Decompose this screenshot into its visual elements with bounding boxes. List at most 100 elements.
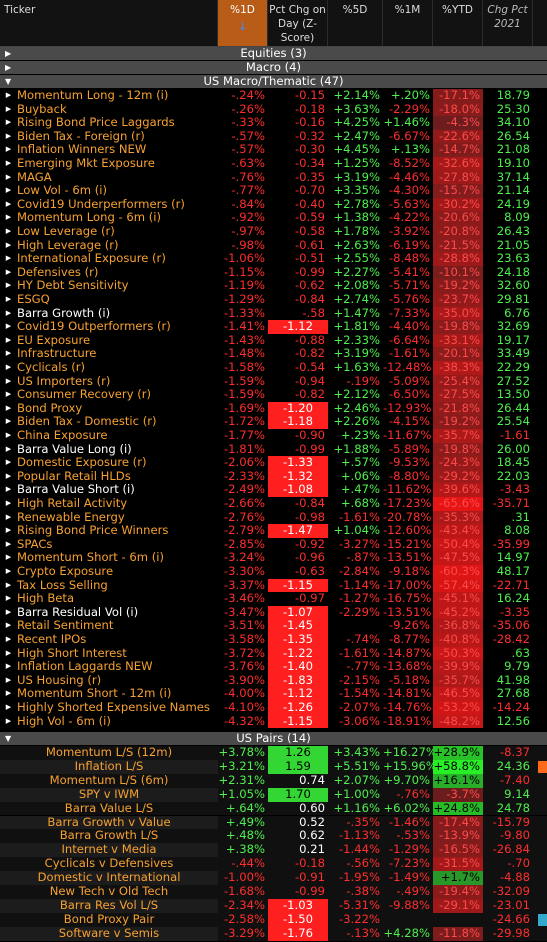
table-row[interactable]: ▶ High Vol - 6m (i) -4.32% -1.15 -3.06% -18.9… [0, 714, 547, 729]
table-row[interactable]: ▶ Momentum Long - 6m (i) -.92% -0.59 +1.38% -… [0, 211, 547, 225]
pair-row[interactable]: Momentum L/S (12m) +3.78% 1.26 +3.43% +16.27… [0, 745, 547, 760]
table-row[interactable]: ▶ EU Exposure -1.43% -0.88 +2.33% -6.64% -33.1… [0, 333, 547, 348]
row-name[interactable]: ▶ High Leverage (r) [0, 239, 218, 253]
row-name[interactable]: ▶ Covid19 Underperformers (r) [0, 198, 218, 212]
expand-row-icon[interactable]: ▶ [5, 417, 12, 426]
row-name[interactable]: Barra Growth v Value [0, 815, 218, 830]
row-name[interactable]: ▶ Low Vol - 6m (i) [0, 184, 218, 198]
pair-row[interactable]: New Tech v Old Tech -1.68% -0.99 -.38% -.49%… [0, 884, 547, 899]
pair-row[interactable]: Barra Value L/S +.64% 0.60 +1.16% +6.02% +24.… [0, 801, 547, 816]
table-row[interactable]: ▶ Barra Growth (i) -1.33% -.58 +1.47% -7.33% -… [0, 306, 547, 321]
expand-row-icon[interactable]: ▶ [5, 376, 12, 385]
table-row[interactable]: ▶ International Exposure (r) -1.06% -0.51 +2… [0, 252, 547, 266]
expand-row-icon[interactable]: ▶ [5, 227, 12, 235]
expand-row-icon[interactable]: ▶ [5, 621, 12, 630]
row-name[interactable]: Momentum L/S (6m) [0, 774, 218, 788]
section-thematic[interactable]: ▼ US Macro/Thematic (47) [0, 75, 547, 88]
row-name[interactable]: Internet v Media [0, 843, 218, 858]
row-name[interactable]: ▶ Buyback [0, 103, 218, 117]
expand-row-icon[interactable]: ▶ [5, 567, 12, 575]
table-row[interactable]: ▶ Biden Tax - Foreign (r) -.57% -0.32 +2.47%… [0, 129, 547, 144]
expand-row-icon[interactable]: ▶ [5, 390, 12, 399]
table-row[interactable]: ▶ Bond Proxy -1.69% -1.20 +2.46% -12.93% -21.8… [0, 401, 547, 416]
row-name[interactable]: ▶ Popular Retail HLDs [0, 470, 218, 484]
row-name[interactable]: Inflation L/S [0, 759, 218, 774]
table-row[interactable]: ▶ Buyback -.26% -0.18 +3.63% -2.29% -18.0% 25.3… [0, 102, 547, 117]
collapse-triangle-icon[interactable]: ▼ [5, 734, 12, 743]
expand-row-icon[interactable]: ▶ [5, 675, 12, 684]
row-name[interactable]: ▶ ESGQ [0, 293, 218, 307]
col-5d[interactable]: %5D [328, 0, 383, 46]
expand-row-icon[interactable]: ▶ [5, 458, 12, 467]
expand-row-icon[interactable]: ▶ [5, 104, 12, 113]
pair-row[interactable]: Software v Semis -3.29% -1.76 -.13% +4.28% -1… [0, 926, 547, 941]
pair-row[interactable]: Domestic v International -1.00% -0.91 -1.95… [0, 870, 547, 885]
expand-row-icon[interactable]: ▶ [5, 471, 12, 480]
row-name[interactable]: ▶ Cyclicals (r) [0, 361, 218, 375]
collapse-triangle-icon[interactable]: ▼ [5, 77, 12, 86]
table-row[interactable]: ▶ Renewable Energy -2.76% -0.98 -1.61% -20.78… [0, 510, 547, 525]
row-name[interactable]: ▶ Biden Tax - Domestic (r) [0, 415, 218, 429]
row-name[interactable]: ▶ Consumer Recovery (r) [0, 388, 218, 402]
row-name[interactable]: ▶ US Importers (r) [0, 375, 218, 389]
pair-row[interactable]: Inflation L/S +3.21% 1.59 +5.51% +15.96% +58.… [0, 759, 547, 774]
section-pairs[interactable]: ▼ US Pairs (14) [0, 732, 547, 745]
row-name[interactable]: ▶ Bond Proxy [0, 402, 218, 416]
row-name[interactable]: Barra Res Vol L/S [0, 898, 218, 913]
pair-row[interactable]: Internet v Media +.38% 0.21 -1.44% -1.29% -16… [0, 842, 547, 858]
row-name[interactable]: ▶ US Housing (r) [0, 674, 218, 688]
row-name[interactable]: SPY v IWM [0, 787, 218, 802]
table-row[interactable]: ▶ Covid19 Underperformers (r) -.84% -0.40 +2… [0, 197, 547, 212]
expand-row-icon[interactable]: ▶ [5, 267, 12, 276]
col-2021[interactable]: Chg Pct 2021 [483, 0, 533, 46]
pair-row[interactable]: Bond Proxy Pair -2.58% -1.50 -3.22% -24.66 [0, 912, 547, 927]
expand-row-icon[interactable]: ▶ [5, 335, 12, 344]
row-name[interactable]: ▶ Covid19 Outperformers (r) [0, 320, 218, 334]
table-row[interactable]: ▶ Biden Tax - Domestic (r) -1.72% -1.18 +2.2… [0, 415, 547, 429]
row-name[interactable]: Barra Growth L/S [0, 829, 218, 843]
row-name[interactable]: ▶ Barra Growth (i) [0, 307, 218, 321]
table-row[interactable]: ▶ Tax Loss Selling -3.37% -1.15 -1.14% -17.00… [0, 578, 547, 593]
row-name[interactable]: ▶ Barra Value Long (i) [0, 443, 218, 457]
row-name[interactable]: ▶ Rising Bond Price Winners [0, 524, 218, 538]
expand-row-icon[interactable]: ▶ [5, 485, 12, 494]
row-name[interactable]: ▶ Renewable Energy [0, 511, 218, 525]
expand-row-icon[interactable]: ▶ [5, 349, 12, 358]
table-row[interactable]: ▶ High Leverage (r) -.98% -0.61 +2.63% -6.19%… [0, 238, 547, 253]
expand-row-icon[interactable]: ▶ [5, 240, 12, 249]
table-row[interactable]: ▶ MAGA -.76% -0.35 +3.19% -4.46% -27.8% 37.14 [0, 170, 547, 185]
row-name[interactable]: ▶ High Retail Activity [0, 497, 218, 511]
row-name[interactable]: ▶ Retail Sentiment [0, 619, 218, 633]
col-ticker[interactable]: Ticker [0, 0, 218, 46]
pair-row[interactable]: SPY v IWM +1.05% 1.70 +1.00% -.76% -3.7% 9.14 [0, 787, 547, 802]
table-row[interactable]: ▶ Low Vol - 6m (i) -.77% -0.70 +3.35% -4.30% -… [0, 184, 547, 198]
table-row[interactable]: ▶ ESGQ -1.29% -0.84 +2.74% -5.76% -23.7% 29.81 [0, 292, 547, 307]
row-name[interactable]: ▶ Defensives (r) [0, 266, 218, 280]
table-row[interactable]: ▶ Barra Residual Vol (i) -3.47% -1.07 -2.29%… [0, 605, 547, 620]
row-name[interactable]: Barra Value L/S [0, 802, 218, 816]
row-name[interactable]: ▶ Momentum Long - 12m (i) [0, 89, 218, 103]
row-name[interactable]: Momentum L/S (12m) [0, 746, 218, 760]
table-row[interactable]: ▶ High Retail Activity -2.66% -0.84 +.68% -17… [0, 496, 547, 511]
expand-row-icon[interactable]: ▶ [5, 254, 12, 263]
expand-row-icon[interactable]: ▶ [5, 403, 12, 412]
expand-row-icon[interactable]: ▶ [5, 145, 12, 154]
row-name[interactable]: ▶ HY Debt Sensitivity [0, 279, 218, 293]
expand-row-icon[interactable]: ▶ [5, 363, 12, 371]
col-1d[interactable]: %1D ↓ [218, 0, 268, 46]
row-name[interactable]: ▶ Momentum Long - 6m (i) [0, 211, 218, 225]
expand-row-icon[interactable]: ▶ [5, 703, 12, 711]
row-name[interactable]: ▶ SPACs [0, 538, 218, 552]
table-row[interactable]: ▶ Momentum Short - 6m (i) -3.24% -0.96 -.87%… [0, 551, 547, 565]
table-row[interactable]: ▶ Cyclicals (r) -1.58% -0.54 +1.63% -12.48% -3… [0, 360, 547, 375]
expand-row-icon[interactable]: ▶ [5, 662, 12, 671]
expand-row-icon[interactable]: ▶ [5, 91, 12, 99]
row-name[interactable]: ▶ EU Exposure [0, 334, 218, 348]
row-name[interactable]: Cyclicals v Defensives [0, 857, 218, 871]
table-row[interactable]: ▶ Rising Bond Price Laggards -.33% -0.16 +4.… [0, 116, 547, 130]
section-macro[interactable]: ▶ Macro (4) [0, 61, 547, 74]
table-row[interactable]: ▶ Barra Value Long (i) -1.81% -0.99 +1.88% -5… [0, 442, 547, 457]
expand-row-icon[interactable]: ▶ [5, 131, 12, 140]
sort-down-icon[interactable]: ↓ [237, 20, 248, 33]
row-name[interactable]: ▶ Highly Shorted Expensive Names [0, 701, 218, 715]
